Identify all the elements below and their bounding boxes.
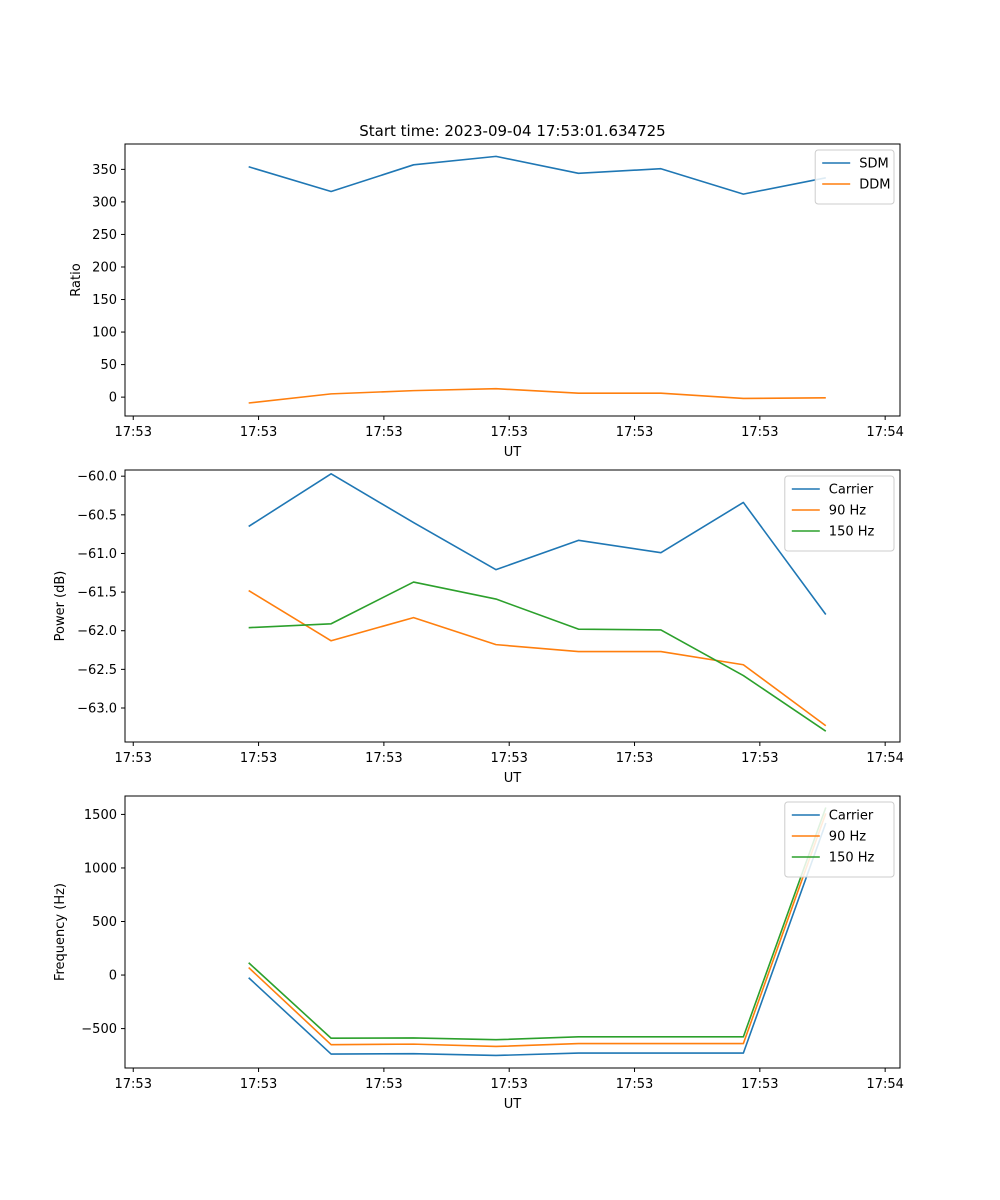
legend-label: Carrier (829, 809, 874, 824)
panels: 17:53 17:53 17:53 17:53 17:53 17:53 17:54 0 50 10… (53, 143, 904, 1112)
x-tick-label: 17:53 (365, 751, 402, 766)
x-tick-label: 17:53 (240, 751, 277, 766)
x-tick-label: 17:54 (866, 1077, 903, 1092)
series-line-carrier (248, 822, 827, 1057)
series-line-90-hz (248, 813, 827, 1048)
legend: SDM DDM (814, 149, 895, 205)
x-axis-label: UT (504, 1097, 522, 1112)
series-line-carrier (248, 473, 827, 615)
legend-label: DDM (859, 178, 890, 193)
x-axis-label: UT (504, 445, 522, 460)
y-tick-label: 200 (92, 260, 117, 275)
x-tick-label: 17:53 (741, 425, 778, 440)
x-axis-label: UT (504, 771, 522, 786)
power-chart: 17:53 17:53 17:53 17:53 17:53 17:53 17:54 −63.0… (53, 469, 904, 786)
y-axis-label: Frequency (Hz) (53, 883, 68, 981)
x-tick-label: 17:53 (490, 751, 527, 766)
legend-label: SDM (859, 157, 888, 172)
x-tick-label: 17:54 (866, 751, 903, 766)
y-tick-label: 0 (109, 391, 117, 406)
legend: Carrier 90 Hz 150 Hz (784, 475, 895, 552)
legend-label: 90 Hz (829, 830, 866, 845)
y-tick-label: 300 (92, 195, 117, 210)
legend-label: Carrier (829, 483, 874, 498)
plot-frame (124, 469, 901, 743)
y-tick-label: −62.0 (77, 624, 117, 639)
y-tick-label: −62.5 (77, 663, 117, 678)
y-axis-label: Ratio (69, 263, 84, 296)
x-tick-label: 17:53 (616, 425, 653, 440)
x-tick-label: 17:53 (115, 1077, 152, 1092)
y-tick-label: 1000 (84, 861, 117, 876)
legend-box (784, 475, 895, 552)
x-tick-label: 17:53 (616, 751, 653, 766)
y-tick-label: −60.0 (77, 470, 117, 485)
plot-frame (124, 795, 901, 1069)
x-tick-label: 17:53 (365, 425, 402, 440)
ratio-chart: 17:53 17:53 17:53 17:53 17:53 17:53 17:54 0 50 10… (69, 143, 904, 460)
series-line-ddm (248, 387, 826, 404)
y-tick-label: 100 (92, 326, 117, 341)
figure-title: Start time: 2023-09-04 17:53:01.634725 (359, 122, 665, 140)
x-tick-label: 17:53 (490, 1077, 527, 1092)
series-line-150-hz (248, 807, 827, 1041)
y-tick-label: −500 (81, 1022, 117, 1037)
y-tick-label: −60.5 (77, 508, 117, 523)
y-axis-label: Power (dB) (53, 571, 68, 642)
series-line-90-hz (248, 589, 827, 727)
y-tick-label: 350 (92, 163, 117, 178)
x-tick-label: 17:53 (741, 751, 778, 766)
x-tick-label: 17:53 (115, 751, 152, 766)
y-tick-label: −61.5 (77, 586, 117, 601)
legend-label: 150 Hz (829, 851, 875, 866)
series-line-sdm (248, 155, 826, 195)
x-tick-label: 17:53 (616, 1077, 653, 1092)
legend-label: 150 Hz (829, 525, 875, 540)
x-tick-label: 17:53 (240, 1077, 277, 1092)
y-tick-label: 250 (92, 228, 117, 243)
legend: Carrier 90 Hz 150 Hz (784, 801, 895, 878)
x-tick-label: 17:54 (866, 425, 903, 440)
x-tick-label: 17:53 (490, 425, 527, 440)
x-tick-label: 17:53 (115, 425, 152, 440)
y-tick-label: 150 (92, 293, 117, 308)
y-tick-label: 500 (92, 915, 117, 930)
y-tick-label: −63.0 (77, 702, 117, 717)
y-tick-label: −61.0 (77, 547, 117, 562)
y-tick-label: 0 (109, 969, 117, 984)
frequency-chart: 17:53 17:53 17:53 17:53 17:53 17:53 17:54 −500 0… (53, 795, 904, 1112)
x-tick-label: 17:53 (365, 1077, 402, 1092)
x-tick-label: 17:53 (741, 1077, 778, 1092)
legend-label: 90 Hz (829, 504, 866, 519)
y-tick-label: 1500 (84, 808, 117, 823)
y-tick-label: 50 (100, 358, 117, 373)
x-tick-label: 17:53 (240, 425, 277, 440)
plot-frame (124, 143, 901, 417)
series-line-150-hz (248, 581, 827, 732)
legend-box (784, 801, 895, 878)
